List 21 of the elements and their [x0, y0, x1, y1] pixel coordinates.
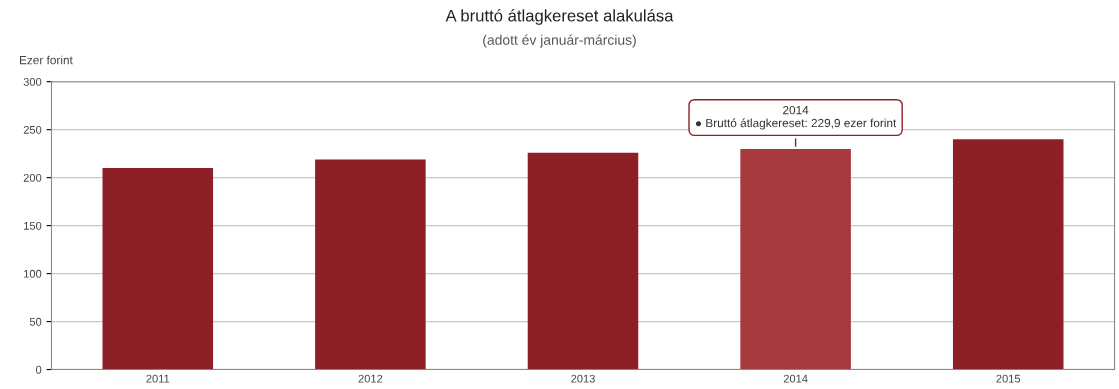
x-tick-label: 2012: [358, 374, 383, 383]
chart-subtitle: (adott év január-március): [483, 34, 636, 48]
x-tick-label: 2015: [996, 374, 1021, 383]
x-tick-label: 2014: [783, 374, 808, 383]
y-tick-label: 0: [36, 365, 42, 374]
y-axis-title: Ezer forint: [19, 55, 73, 65]
bar: [527, 152, 639, 370]
y-tick-label: 300: [23, 77, 42, 86]
annotation: 2014 ● Bruttó átlagkereset: 229,9 ezer forint: [695, 105, 897, 130]
bar: [315, 159, 426, 370]
chart-title: A bruttó átlagkereset alakulása: [445, 9, 674, 25]
x-tick-label: 2011: [146, 374, 170, 383]
y-tick-label: 50: [29, 317, 42, 326]
bar: [952, 139, 1064, 370]
y-tick-label: 250: [23, 125, 42, 134]
y-tick-label: 200: [23, 173, 42, 182]
y-tick-label: 100: [24, 269, 42, 278]
x-tick-label: 2013: [571, 374, 595, 383]
bar: [102, 168, 214, 370]
y-tick-label: 150: [24, 221, 42, 230]
bar: [740, 148, 851, 370]
